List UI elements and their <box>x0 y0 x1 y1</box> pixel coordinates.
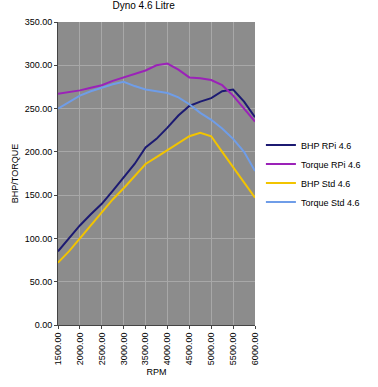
svg-text:3000.00: 3000.00 <box>119 333 129 366</box>
svg-text:200.00: 200.00 <box>25 147 53 157</box>
svg-text:2000.00: 2000.00 <box>75 333 85 366</box>
svg-text:Torque Std 4.6: Torque Std 4.6 <box>301 198 360 208</box>
svg-text:RPM: RPM <box>147 367 167 377</box>
svg-text:5000.00: 5000.00 <box>206 333 216 366</box>
svg-text:250.00: 250.00 <box>25 104 53 114</box>
svg-text:Torque RPi 4.6: Torque RPi 4.6 <box>301 160 361 170</box>
svg-text:3500.00: 3500.00 <box>140 333 150 366</box>
svg-text:BHP RPi 4.6: BHP RPi 4.6 <box>301 141 351 151</box>
svg-text:4500.00: 4500.00 <box>184 333 194 366</box>
svg-text:0.00: 0.00 <box>35 320 53 330</box>
svg-text:350.00: 350.00 <box>25 17 53 27</box>
svg-text:6000.00: 6000.00 <box>250 333 260 366</box>
svg-text:2500.00: 2500.00 <box>97 333 107 366</box>
svg-text:BHP Std 4.6: BHP Std 4.6 <box>301 179 350 189</box>
svg-text:BHP/TORQUE: BHP/TORQUE <box>10 144 20 203</box>
svg-text:5500.00: 5500.00 <box>228 333 238 366</box>
svg-text:Dyno 4.6 Litre: Dyno 4.6 Litre <box>113 0 176 11</box>
svg-text:300.00: 300.00 <box>25 60 53 70</box>
svg-text:150.00: 150.00 <box>25 190 53 200</box>
svg-text:4000.00: 4000.00 <box>162 333 172 366</box>
svg-text:100.00: 100.00 <box>25 234 53 244</box>
svg-text:50.00: 50.00 <box>30 277 53 287</box>
svg-text:1500.00: 1500.00 <box>53 333 63 366</box>
